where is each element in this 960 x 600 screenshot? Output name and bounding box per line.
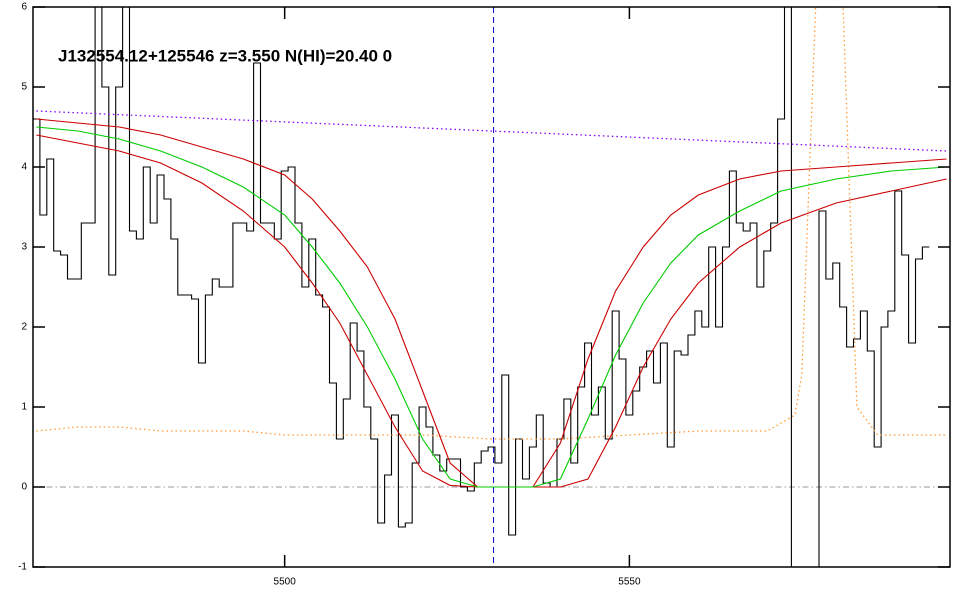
y-tick-label: 3 — [21, 242, 27, 253]
y-tick-label: 1 — [21, 402, 27, 413]
plot-area — [33, 7, 950, 567]
plot-frame — [32, 6, 951, 568]
y-tick-label: 5 — [21, 82, 27, 93]
x-tick-label: 5500 — [274, 577, 297, 588]
model-line — [36, 110, 947, 152]
y-tick-label: 6 — [21, 2, 27, 13]
y-tick-label: 0 — [21, 482, 27, 493]
flux-spectrum — [33, 7, 930, 567]
y-tick-label: -1 — [18, 562, 27, 573]
y-tick-label: 2 — [21, 322, 27, 333]
model-line — [36, 7, 947, 440]
model-line — [36, 126, 947, 488]
model-line — [36, 118, 947, 488]
x-tick-label: 5550 — [618, 577, 641, 588]
model-line — [36, 134, 947, 488]
chart-title: J132554.12+125546 z=3.550 N(HI)=20.40 0 — [58, 46, 392, 65]
y-tick-label: 4 — [21, 162, 27, 173]
